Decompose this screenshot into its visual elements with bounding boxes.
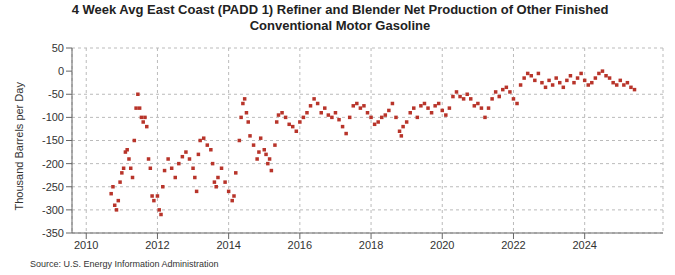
svg-text:2022: 2022 — [501, 239, 525, 251]
svg-text:-300: -300 — [42, 204, 64, 216]
svg-text:Thousand Barrels per Day: Thousand Barrels per Day — [13, 82, 25, 211]
svg-text:2024: 2024 — [572, 239, 596, 251]
svg-text:50: 50 — [52, 42, 64, 54]
svg-text:-250: -250 — [42, 181, 64, 193]
svg-text:0: 0 — [58, 65, 64, 77]
svg-text:-150: -150 — [42, 134, 64, 146]
svg-text:-200: -200 — [42, 158, 64, 170]
svg-text:2012: 2012 — [145, 239, 169, 251]
svg-text:2018: 2018 — [359, 239, 383, 251]
svg-text:-100: -100 — [42, 111, 64, 123]
svg-text:2010: 2010 — [74, 239, 98, 251]
svg-text:-350: -350 — [42, 227, 64, 239]
svg-text:2014: 2014 — [216, 239, 240, 251]
html-text:Source: U.S. Energy Informatio: Source: U.S. Energy Information Administ… — [30, 259, 219, 269]
html-text:4 Week Avg East Coast (PADD 1): 4 Week Avg East Coast (PADD 1) Refiner a… — [71, 2, 609, 33]
svg-text:2020: 2020 — [430, 239, 454, 251]
svg-text:2016: 2016 — [288, 239, 312, 251]
svg-text:-50: -50 — [48, 88, 64, 100]
